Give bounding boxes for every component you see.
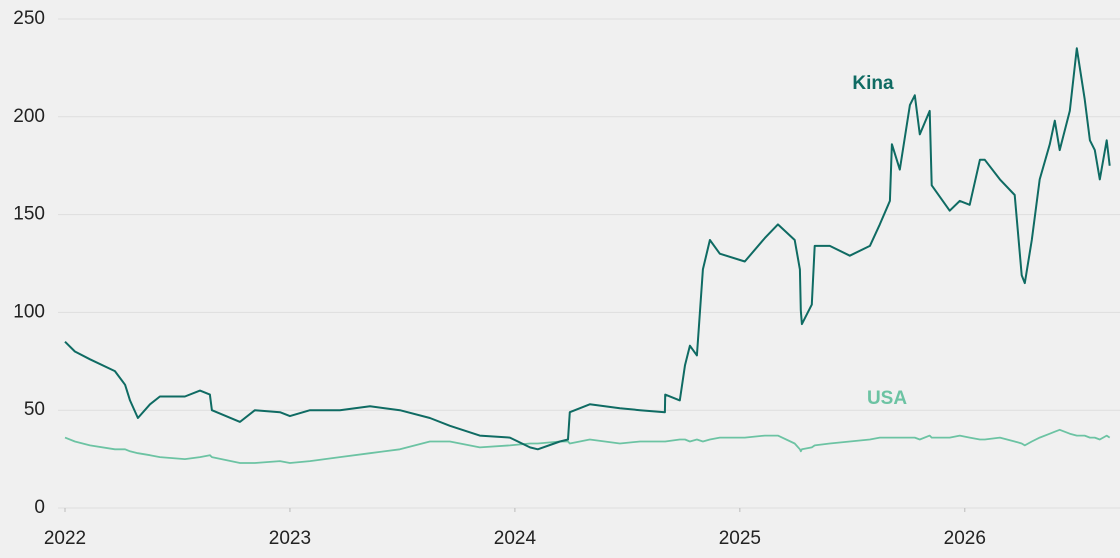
- y-tick-label: 250: [13, 8, 45, 29]
- y-tick-label: 50: [24, 399, 45, 420]
- x-tick-label: 2023: [269, 528, 311, 549]
- x-tick-label: 2022: [44, 528, 86, 549]
- series-label: USA: [867, 388, 907, 409]
- line-series: [64, 47, 1111, 451]
- x-tick-label: 2025: [719, 528, 761, 549]
- line-series: [64, 428, 1111, 464]
- series-label: Kina: [852, 73, 894, 94]
- y-tick-label: 100: [13, 301, 45, 322]
- x-tick-label: 2024: [494, 528, 537, 549]
- x-tick-label: 2026: [944, 528, 986, 549]
- y-tick-label: 200: [13, 106, 45, 127]
- y-tick-label: 150: [13, 204, 45, 225]
- y-tick-label: 0: [34, 497, 45, 518]
